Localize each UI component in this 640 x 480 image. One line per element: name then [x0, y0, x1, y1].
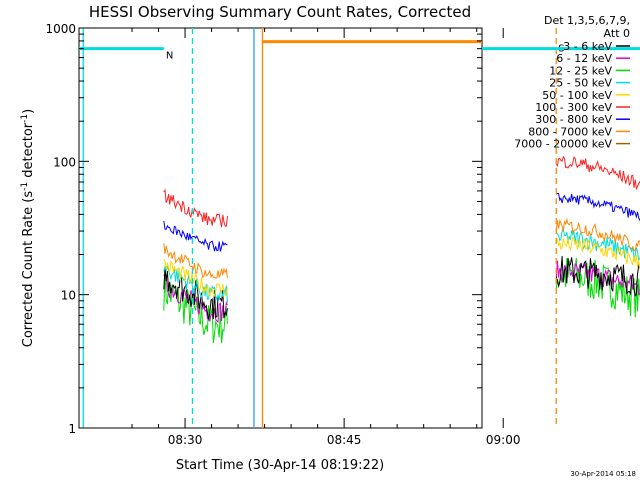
marker-layer: NS: [79, 28, 640, 428]
legend-entry: 800 - 7000 keV: [528, 125, 612, 138]
x-axis-label: Start Time (30-Apr-14 08:19:22): [176, 458, 384, 473]
series-line: [163, 217, 640, 279]
y-axis-label: Corrected Count Rate (s-1 detector-1): [20, 109, 36, 347]
legend-entry: 12 - 25 keV: [549, 64, 612, 77]
legend-header-1: Det 1,3,5,6,7,9,: [544, 14, 630, 27]
series-line: [163, 236, 640, 298]
legend-entry: 6 - 12 keV: [556, 52, 612, 65]
y-tick-label: 100: [53, 155, 76, 169]
plot-frame: [78, 27, 483, 429]
legend-entry: 100 - 300 keV: [535, 101, 612, 114]
lines-layer: [163, 155, 640, 344]
y-tick-label: 10: [61, 289, 76, 303]
legend-header-2: Att 0: [604, 27, 630, 40]
legend-entry: 25 - 50 keV: [549, 77, 612, 90]
chart-title: HESSI Observing Summary Count Rates, Cor…: [89, 3, 471, 21]
timestamp: 30-Apr-2014 05:18: [570, 470, 636, 478]
legend-entry: 3 - 6 keV: [563, 40, 612, 53]
x-tick-label: 08:45: [327, 433, 362, 447]
x-tick-label: 09:00: [486, 433, 521, 447]
legend-entry: 7000 - 20000 keV: [514, 138, 612, 151]
x-tick-label: 08:30: [168, 433, 203, 447]
series-line: [163, 257, 640, 344]
ylabel-main: Corrected Count Rate (s: [21, 191, 36, 348]
ylabel-end: ): [21, 109, 36, 114]
series-line: [163, 256, 640, 320]
series-line: [163, 260, 640, 324]
flag-label: N: [166, 51, 173, 62]
series-line: [163, 192, 640, 252]
ylabel-sup1: -1: [20, 182, 30, 191]
legend-entry: 50 - 100 keV: [542, 89, 612, 102]
ylabel-sup2: -1: [20, 114, 30, 123]
y-tick-label: 1: [68, 422, 76, 436]
series-line: [163, 155, 640, 228]
legend-entry: 300 - 800 keV: [535, 113, 612, 126]
ylabel-mid: detector: [21, 122, 36, 182]
y-tick-label: 1000: [45, 22, 76, 36]
